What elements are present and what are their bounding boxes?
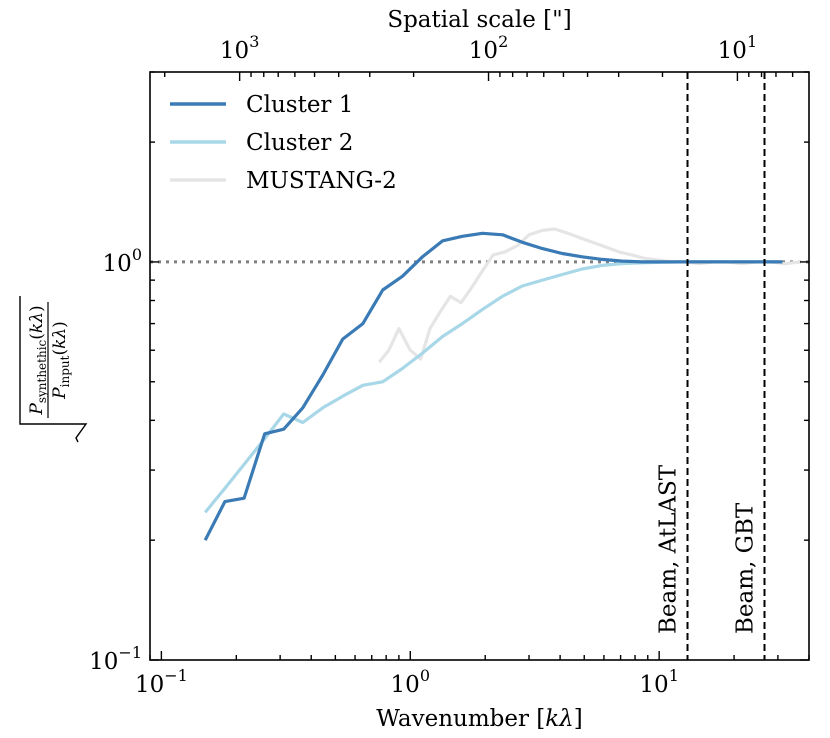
beam-label-2: Beam, GBT: [732, 502, 758, 634]
x-axis-label: Wavenumber [kλ]: [376, 706, 583, 732]
series-line-cluster-2: [203, 260, 783, 514]
y-label-sqrt-sign: [19, 296, 88, 443]
series-line-mustang-2: [377, 227, 801, 364]
y-tick-label-1: 10−1: [89, 643, 142, 675]
top-axis-label: Spatial scale ["]: [387, 7, 571, 33]
series-line-cluster-1: [203, 231, 783, 541]
axis-ticks: 10−1 100 101 103 102 101 10−1 100: [89, 32, 810, 698]
top-tick-label-3: 101: [718, 32, 757, 64]
y-label-denominator: Pinput(kλ): [50, 321, 72, 400]
beam-label-1: Beam, AtLAST: [656, 464, 682, 634]
y-label-numerator: Psynthethic(kλ): [27, 305, 49, 415]
y-axis-label: Psynthethic(kλ)Pinput(kλ): [19, 296, 88, 443]
x-tick-label-1: 10−1: [135, 666, 188, 698]
axes-frame: [149, 71, 810, 661]
legend: Cluster 1 Cluster 2 MUSTANG-2: [170, 92, 397, 194]
top-tick-label-2: 102: [469, 32, 508, 64]
legend-label-3: MUSTANG-2: [246, 168, 397, 194]
beam-lines: Beam, AtLAST Beam, GBT: [656, 72, 766, 660]
series-layer: [203, 227, 801, 541]
top-tick-label-1: 103: [220, 32, 259, 64]
legend-label-1: Cluster 1: [246, 92, 353, 118]
y-tick-label-2: 100: [103, 245, 142, 277]
legend-label-2: Cluster 2: [246, 130, 353, 156]
x-tick-label-3: 101: [639, 666, 678, 698]
x-tick-label-2: 100: [391, 666, 430, 698]
